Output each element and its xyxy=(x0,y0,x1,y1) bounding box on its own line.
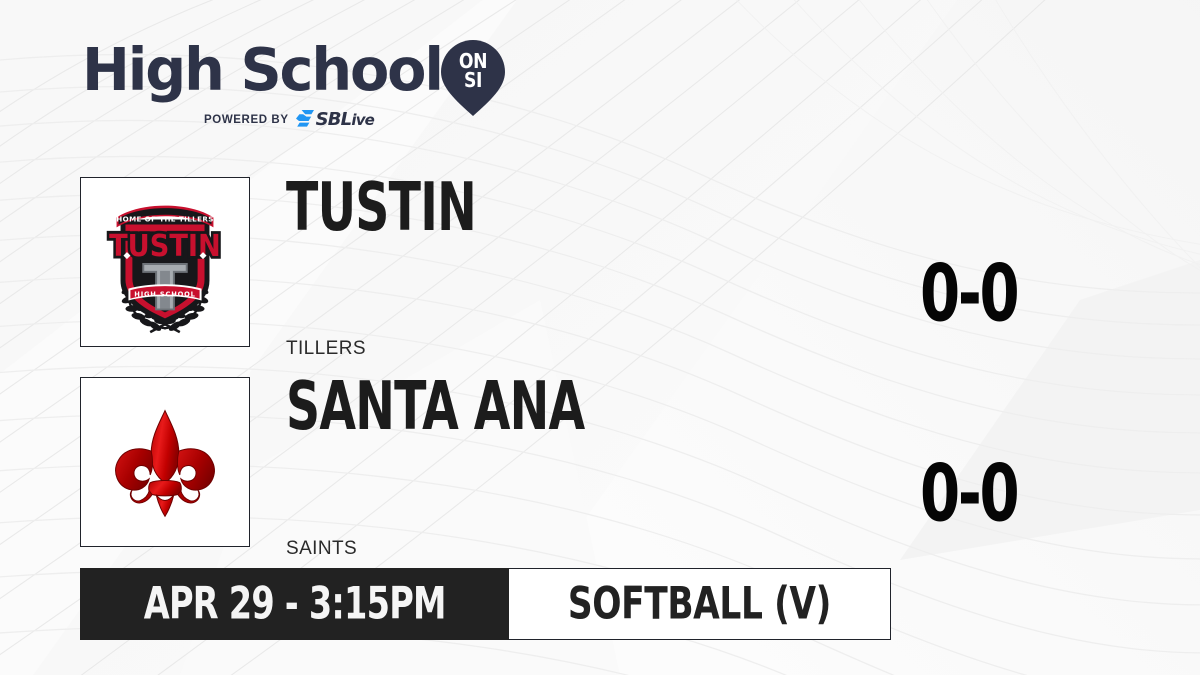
pin-label-on: ON xyxy=(458,49,488,73)
game-sport-chip[interactable]: SOFTBALL (V) xyxy=(509,568,892,640)
away-team-logo-box[interactable]: HOME OF THE TILLERS TUSTIN TUSTIN HIGH S… xyxy=(80,177,250,347)
pin-label-si: SI xyxy=(464,68,482,92)
powered-by-sblive[interactable]: POWERED BY SBLive xyxy=(204,108,375,130)
pin-label: ON SI xyxy=(444,49,502,92)
sbl-bolt-icon xyxy=(295,110,314,129)
game-info-bar: APR 29 - 3:15PM SOFTBALL (V) xyxy=(80,568,892,640)
game-sport-text: SOFTBALL (V) xyxy=(568,577,832,630)
home-team-name: SANTA ANA xyxy=(286,368,585,446)
brand-wordmark: High School xyxy=(82,35,444,104)
santa-ana-fleur-de-lis-logo xyxy=(115,409,215,518)
high-school-on-si-logo[interactable]: High School ON SI POWERED BY SBLive xyxy=(82,36,512,132)
sblive-logo: SBLive xyxy=(295,108,375,130)
map-pin-icon: ON SI xyxy=(439,38,507,118)
sblive-wordmark: SBLive xyxy=(315,108,375,130)
game-datetime-text: APR 29 - 3:15PM xyxy=(143,577,447,630)
away-team-score: 0-0 xyxy=(920,248,1020,340)
sblive-word-suffix: ive xyxy=(351,110,375,129)
sblive-word-main: SBL xyxy=(315,108,353,130)
crest-wordmark-outline: TUSTIN xyxy=(109,228,221,264)
game-datetime-chip[interactable]: APR 29 - 3:15PM xyxy=(80,568,510,640)
crest-bottom-banner-text: HIGH SCHOOL xyxy=(134,291,195,299)
tustin-tillers-crest-logo: HOME OF THE TILLERS TUSTIN TUSTIN HIGH S… xyxy=(106,205,223,334)
powered-by-label: POWERED BY xyxy=(204,113,289,126)
home-team-logo-box[interactable] xyxy=(80,377,250,547)
away-team-mascot: TILLERS xyxy=(286,338,366,359)
home-team-score: 0-0 xyxy=(920,448,1020,540)
crest-top-banner-text: HOME OF THE TILLERS xyxy=(116,214,213,223)
away-team-name: TUSTIN xyxy=(286,169,477,247)
home-team-mascot: SAINTS xyxy=(286,538,358,559)
